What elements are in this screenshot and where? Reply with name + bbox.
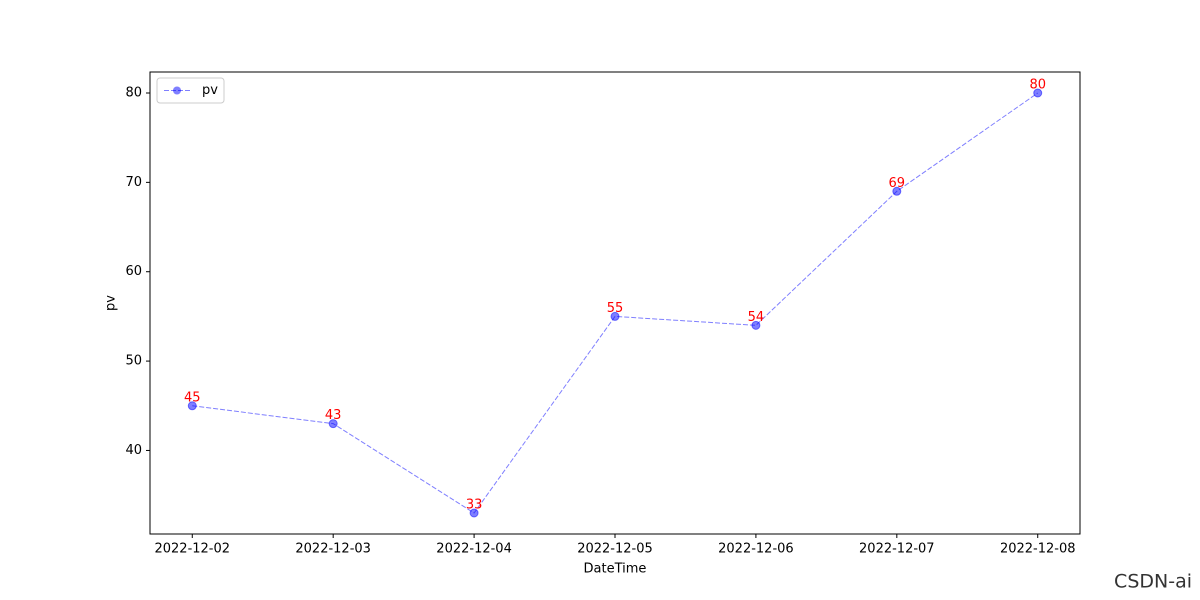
point: [610, 311, 620, 321]
value-label: 43: [325, 408, 342, 423]
x-tick-label: 2022-12-02: [154, 542, 230, 557]
point: [1033, 88, 1043, 98]
x-tick-label: 2022-12-08: [1000, 542, 1076, 557]
value-label: 69: [889, 176, 906, 191]
x-axis-label: DateTime: [584, 562, 647, 577]
y-tick-label: 40: [125, 443, 142, 458]
x-tick-label: 2022-12-03: [295, 542, 371, 557]
y-axis-label: pv: [104, 295, 119, 311]
point: [469, 508, 479, 518]
x-tick-label: 2022-12-06: [718, 542, 794, 557]
legend-marker: [173, 86, 181, 95]
y-tick-label: 50: [125, 354, 142, 369]
x-tick-label: 2022-12-07: [859, 542, 935, 557]
value-label: 45: [184, 390, 201, 405]
x-tick-label: 2022-12-05: [577, 542, 653, 557]
point: [187, 401, 197, 411]
value-label: 33: [466, 498, 483, 513]
point: [892, 186, 902, 196]
value-label: 55: [607, 301, 624, 316]
legend: pv: [156, 77, 225, 104]
point: [751, 320, 761, 330]
legend-label: pv: [202, 83, 218, 98]
x-tick-label: 2022-12-04: [436, 542, 512, 557]
value-label: 80: [1029, 78, 1046, 93]
legend-frame: [156, 77, 225, 104]
point: [328, 419, 338, 429]
y-tick-label: 70: [125, 175, 142, 190]
value-label: 54: [748, 310, 765, 325]
watermark: CSDN-ai: [1114, 571, 1192, 593]
y-tick-label: 80: [125, 86, 142, 101]
y-tick-label: 60: [125, 264, 142, 279]
